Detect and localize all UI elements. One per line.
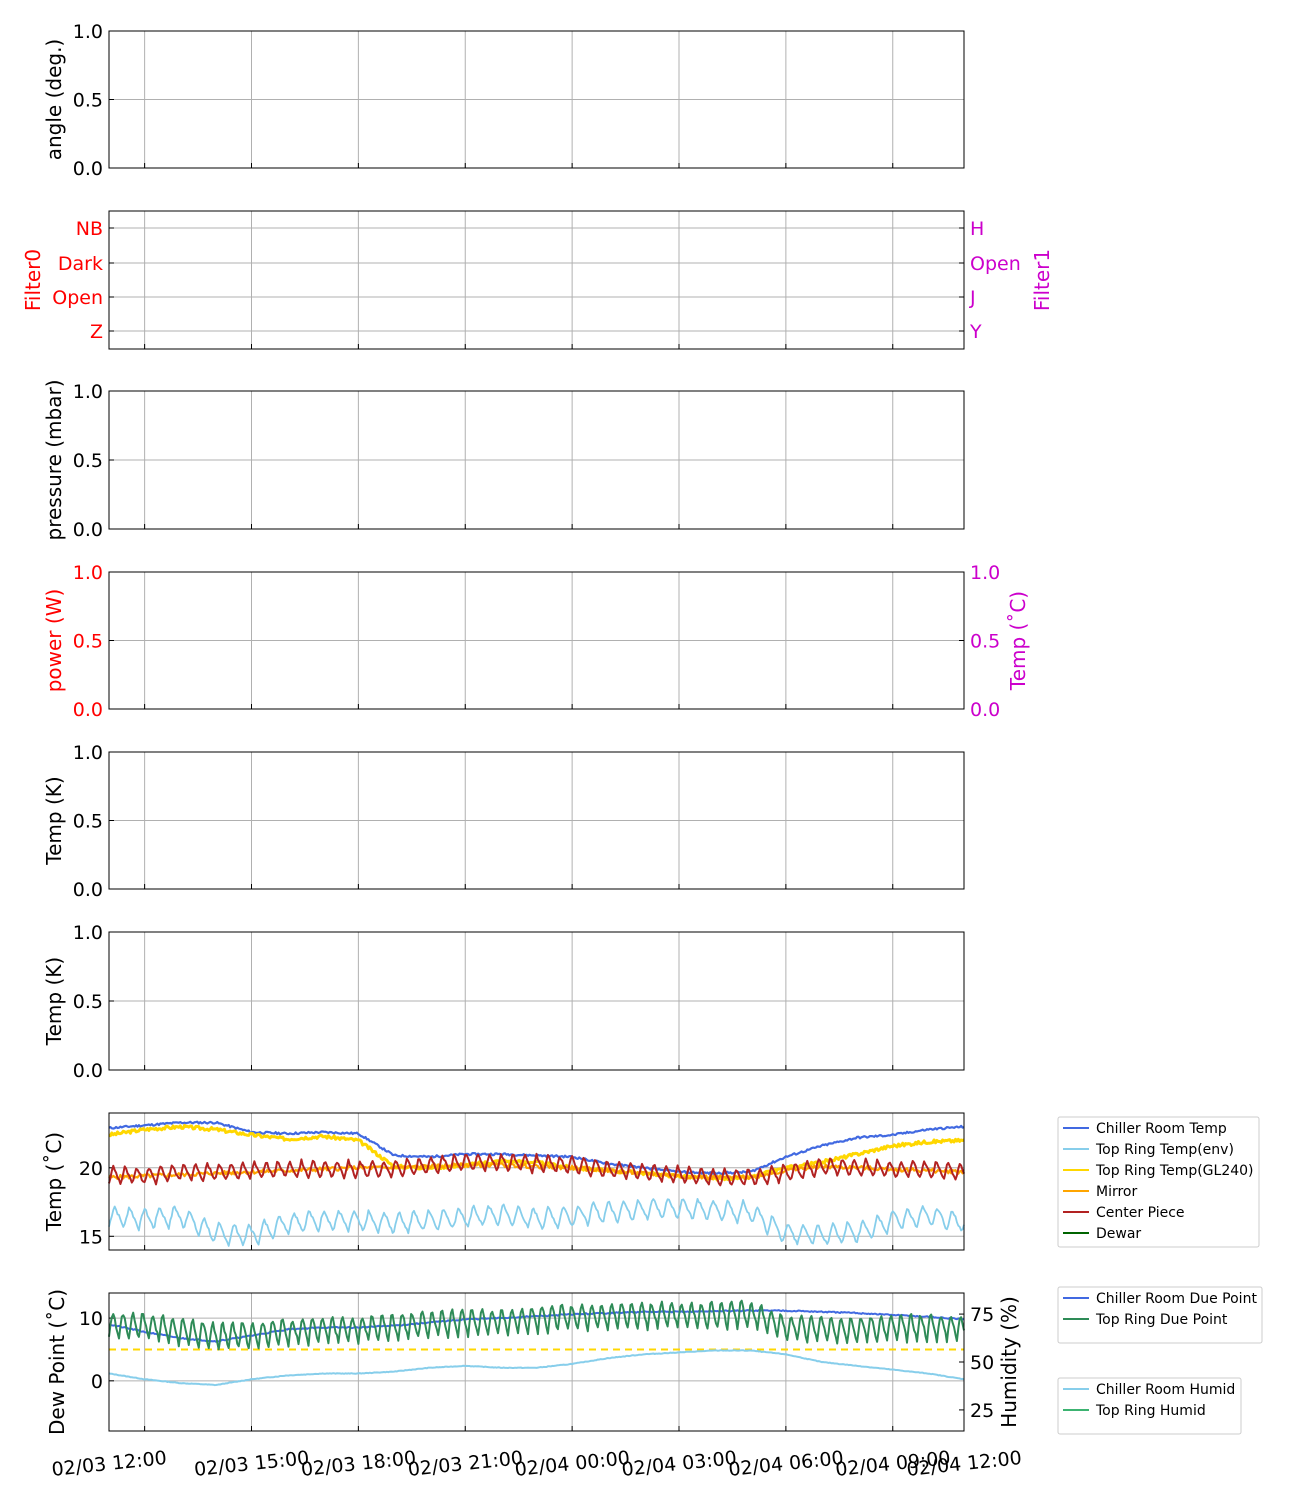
y-axis-label: pressure (mbar): [42, 379, 66, 540]
y-tick-label: 0.5: [73, 631, 103, 653]
y-tick-label: 10: [79, 1308, 103, 1330]
x-tick-label: 02/04 06:00: [727, 1447, 844, 1481]
filter1-tick-label: H: [970, 218, 984, 240]
axes-frame: [108, 210, 965, 350]
legend-label: Top Ring Temp(GL240): [1095, 1163, 1254, 1179]
y-tick-label: 15: [79, 1226, 103, 1248]
legend-box-humidity: [1057, 1377, 1242, 1435]
legend-label: Top Ring Temp(env): [1095, 1142, 1234, 1158]
y-tick-label-right: 50: [970, 1352, 994, 1374]
y-axis-label-right: Temp (˚C): [1006, 591, 1030, 691]
y-axis-label: angle (deg.): [42, 39, 66, 161]
legend-label: Chiller Room Due Point: [1096, 1291, 1257, 1307]
y-tick-label: 1.0: [73, 742, 103, 764]
legend-label: Top Ring Due Point: [1095, 1312, 1228, 1328]
legend-label: Chiller Room Temp: [1096, 1121, 1227, 1137]
axes-frame: [108, 390, 965, 530]
legend-box-dew-point: [1057, 1286, 1263, 1344]
y-tick-label: 20: [79, 1158, 103, 1180]
y-tick-label-right: 0.0: [970, 699, 1000, 721]
filter0-tick-label: Dark: [58, 253, 103, 275]
legend-label: Dewar: [1096, 1226, 1141, 1242]
series-line-center-piece: [108, 1152, 965, 1187]
filter0-axis-label: Filter0: [21, 249, 45, 311]
axes-frame: [108, 751, 965, 890]
y-tick-label: 0.5: [73, 450, 103, 472]
y-tick-label: 0.5: [73, 991, 103, 1013]
legend-label: Center Piece: [1096, 1205, 1185, 1221]
x-tick-label: 02/04 00:00: [514, 1447, 631, 1481]
series-line-top-ring-temp-env-: [108, 1198, 965, 1247]
series-line-chiller-room-due-point: [108, 1309, 965, 1343]
series-line-chiller-room-humid: [108, 1349, 965, 1387]
axes-frame: [108, 30, 965, 169]
axes-frame: [108, 1112, 965, 1251]
axes-frame: [108, 571, 965, 710]
y-tick-label: 0.0: [73, 879, 103, 901]
y-tick-label: 0.0: [73, 699, 103, 721]
y-tick-label-right: 75: [970, 1304, 994, 1326]
x-tick-label: 02/03 12:00: [51, 1447, 168, 1481]
y-tick-label-right: 25: [970, 1400, 994, 1422]
y-axis-label: Temp (K): [42, 957, 66, 1046]
y-axis-label-right: Humidity (%): [997, 1296, 1021, 1428]
y-tick-label: 0.5: [73, 811, 103, 833]
y-tick-label: 1.0: [73, 562, 103, 584]
axes-frame: [108, 931, 965, 1071]
y-tick-label: 0.0: [73, 519, 103, 541]
x-tick-label: 02/03 15:00: [193, 1447, 310, 1481]
legend-label: Chiller Room Humid: [1096, 1382, 1235, 1398]
series-line-top-ring-due-point: [108, 1299, 965, 1351]
y-axis-label: Temp (˚C): [42, 1132, 66, 1232]
y-tick-label: 0.0: [73, 1060, 103, 1082]
y-axis-label: Temp (K): [42, 776, 66, 865]
filter0-tick-label: Open: [52, 287, 103, 309]
x-tick-label: 02/03 18:00: [300, 1447, 417, 1481]
y-tick-label-right: 0.5: [970, 631, 1000, 653]
y-axis-label-left: Dew Point (˚C): [45, 1289, 69, 1435]
x-tick-label: 02/04 03:00: [621, 1447, 738, 1481]
y-axis-label-left: power (W): [42, 589, 66, 693]
legend-label: Top Ring Humid: [1095, 1403, 1206, 1419]
y-tick-label: 1.0: [73, 21, 103, 43]
y-tick-label: 0: [91, 1371, 103, 1393]
filter1-tick-label: Open: [970, 253, 1021, 275]
filter0-tick-label: NB: [76, 218, 103, 240]
y-tick-label: 1.0: [73, 922, 103, 944]
x-tick-label: 02/03 21:00: [407, 1447, 524, 1481]
legend-label: Mirror: [1096, 1184, 1137, 1200]
y-tick-label: 0.5: [73, 90, 103, 112]
filter1-axis-label: Filter1: [1030, 249, 1054, 311]
filter0-tick-label: Z: [90, 321, 103, 343]
legend-box: [1057, 1116, 1260, 1248]
y-tick-label-right: 1.0: [970, 562, 1000, 584]
filter1-tick-label: J: [969, 287, 976, 309]
y-tick-label: 0.0: [73, 158, 103, 180]
y-tick-label: 1.0: [73, 381, 103, 403]
axes-frame: [108, 1292, 965, 1432]
filter1-tick-label: Y: [969, 321, 982, 343]
